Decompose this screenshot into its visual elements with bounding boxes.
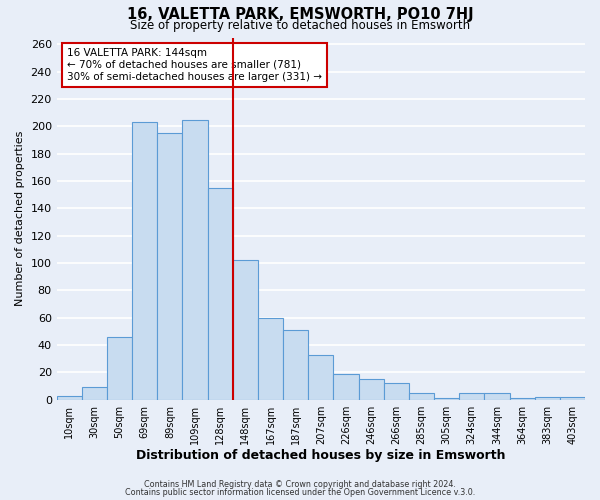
Bar <box>434 398 459 400</box>
Bar <box>283 330 308 400</box>
Bar <box>560 397 585 400</box>
X-axis label: Distribution of detached houses by size in Emsworth: Distribution of detached houses by size … <box>136 450 506 462</box>
Bar <box>107 337 132 400</box>
Bar <box>132 122 157 400</box>
Bar <box>535 397 560 400</box>
Bar <box>233 260 258 400</box>
Bar <box>384 384 409 400</box>
Bar <box>258 318 283 400</box>
Bar <box>359 379 384 400</box>
Bar <box>157 133 182 400</box>
Y-axis label: Number of detached properties: Number of detached properties <box>15 131 25 306</box>
Text: Contains public sector information licensed under the Open Government Licence v.: Contains public sector information licen… <box>125 488 475 497</box>
Bar <box>208 188 233 400</box>
Bar <box>484 393 509 400</box>
Bar <box>409 393 434 400</box>
Bar <box>182 120 208 400</box>
Bar <box>459 393 484 400</box>
Text: Contains HM Land Registry data © Crown copyright and database right 2024.: Contains HM Land Registry data © Crown c… <box>144 480 456 489</box>
Text: 16 VALETTA PARK: 144sqm
← 70% of detached houses are smaller (781)
30% of semi-d: 16 VALETTA PARK: 144sqm ← 70% of detache… <box>67 48 322 82</box>
Bar <box>82 388 107 400</box>
Bar <box>509 398 535 400</box>
Bar <box>334 374 359 400</box>
Bar <box>308 354 334 400</box>
Text: Size of property relative to detached houses in Emsworth: Size of property relative to detached ho… <box>130 19 470 32</box>
Bar <box>56 396 82 400</box>
Text: 16, VALETTA PARK, EMSWORTH, PO10 7HJ: 16, VALETTA PARK, EMSWORTH, PO10 7HJ <box>127 8 473 22</box>
